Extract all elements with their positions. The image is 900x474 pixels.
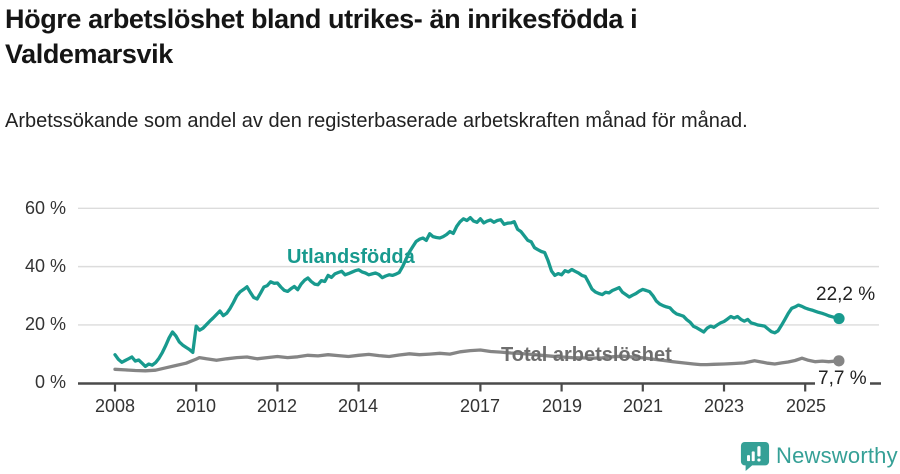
series-label-total-arbetsloshet: Total arbetslöshet [501, 344, 672, 366]
end-value-utlandsfodda: 22,2 % [816, 284, 876, 305]
x-tick-2010: 2010 [175, 396, 217, 416]
y-tick-20: 20 % [24, 314, 66, 334]
x-tick-2019: 2019 [541, 396, 583, 416]
series-label-utlandsfodda: Utlandsfödda [287, 246, 415, 268]
x-tick-2025: 2025 [785, 396, 827, 416]
newsworthy-wordmark: Newsworthy [776, 443, 898, 468]
end-value-total: 7,7 % [815, 368, 870, 390]
y-tick-40: 40 % [24, 256, 66, 276]
x-tick-2014: 2014 [337, 396, 379, 416]
newsworthy-logo[interactable]: Newsworthy [740, 441, 898, 471]
x-tick-2017: 2017 [459, 396, 501, 416]
x-tick-2021: 2021 [622, 396, 664, 416]
y-tick-0: 0 % [34, 372, 66, 392]
x-tick-2023: 2023 [703, 396, 745, 416]
x-tick-2008: 2008 [94, 396, 136, 416]
y-tick-60: 60 % [24, 198, 66, 218]
chart-subtitle: Arbetssökande som andel av den registerb… [5, 110, 748, 132]
newsworthy-icon [740, 441, 770, 471]
page-title: Högre arbetslöshet bland utrikes- än inr… [5, 4, 638, 69]
x-tick-2012: 2012 [256, 396, 298, 416]
